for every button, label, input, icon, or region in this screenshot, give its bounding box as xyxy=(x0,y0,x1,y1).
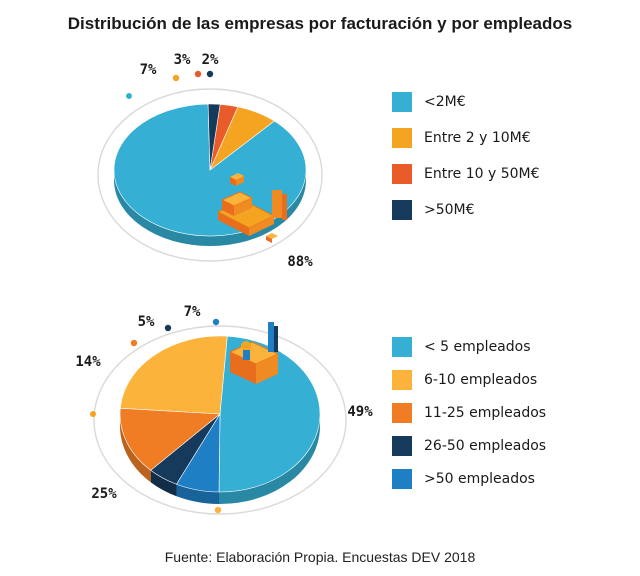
factory-icon xyxy=(216,173,287,243)
employees-legend-item: 11-25 empleados xyxy=(392,403,546,423)
slice-side-3 xyxy=(150,470,177,497)
slice-side-2 xyxy=(120,414,151,483)
employees-legend-item: 6-10 empleados xyxy=(392,370,546,390)
pct-label-3: 5% xyxy=(138,314,155,330)
employees-pct-labels: 49% 25% 14% 5% 7% xyxy=(75,304,373,502)
employees-legend-item: 26-50 empleados xyxy=(392,436,546,456)
legend-label: <2M€ xyxy=(424,94,466,110)
pie-slice-2 xyxy=(119,408,221,471)
legend-swatch xyxy=(392,370,412,390)
pct-label-4: 7% xyxy=(184,304,201,320)
legend-label: >50 empleados xyxy=(424,471,535,487)
revenue-legend-item: Entre 10 y 50M€ xyxy=(392,164,540,184)
legend-swatch xyxy=(392,436,412,456)
pct-label-3: 2% xyxy=(202,52,219,68)
legend-swatch xyxy=(392,92,412,112)
pct-label-2: 14% xyxy=(75,354,101,370)
employees-pie-chart: 49% 25% 14% 5% 7% xyxy=(75,304,373,515)
ring-marker-3 xyxy=(164,324,172,332)
revenue-legend-item: <2M€ xyxy=(392,92,540,112)
legend-swatch xyxy=(392,337,412,357)
revenue-pct-labels: 88% 7% 3% 2% xyxy=(140,52,314,270)
revenue-legend-item: >50M€ xyxy=(392,200,540,220)
ring-marker-1 xyxy=(214,506,222,514)
slice-side-4 xyxy=(176,484,220,504)
legend-swatch xyxy=(392,164,412,184)
source-note: Fuente: Elaboración Propia. Encuestas DE… xyxy=(164,549,476,565)
ring-marker-2 xyxy=(194,70,202,78)
outline-ring xyxy=(97,88,323,262)
pct-label-1: 7% xyxy=(140,62,157,78)
ring-marker-extra xyxy=(90,411,96,417)
ring-marker-1 xyxy=(172,74,180,82)
revenue-pie-slices xyxy=(113,103,307,237)
ring-marker-2 xyxy=(130,339,138,347)
employees-legend: < 5 empleados 6-10 empleados 11-25 emplead… xyxy=(392,337,546,502)
legend-label: Entre 10 y 50M€ xyxy=(424,166,540,182)
legend-label: 6-10 empleados xyxy=(424,372,538,388)
legend-swatch xyxy=(392,469,412,489)
legend-label: 26-50 empleados xyxy=(424,438,547,454)
ring-marker-4 xyxy=(212,318,220,326)
employees-legend-item: >50 empleados xyxy=(392,469,546,489)
revenue-legend-item: Entre 2 y 10M€ xyxy=(392,128,540,148)
revenue-legend: <2M€ Entre 2 y 10M€ Entre 10 y 50M€ >50M€ xyxy=(392,92,540,236)
pct-label-2: 3% xyxy=(174,52,191,68)
pie-slice-3 xyxy=(207,103,221,171)
pct-label-0: 88% xyxy=(287,254,313,270)
pie-slice-4 xyxy=(176,412,221,493)
revenue-decoration-ring xyxy=(97,70,323,262)
outline-ring xyxy=(93,325,347,515)
legend-swatch xyxy=(392,128,412,148)
legend-label: >50M€ xyxy=(424,202,475,218)
employees-legend-item: < 5 empleados xyxy=(392,337,546,357)
pct-label-1: 25% xyxy=(91,486,117,502)
revenue-pie-chart: 88% 7% 3% 2% xyxy=(97,52,323,270)
legend-swatch xyxy=(392,200,412,220)
legend-swatch xyxy=(392,403,412,423)
pct-label-0: 49% xyxy=(347,404,373,420)
legend-label: Entre 2 y 10M€ xyxy=(424,130,531,146)
legend-label: 11-25 empleados xyxy=(424,405,547,421)
employees-decoration-ring xyxy=(90,318,347,515)
slice-side-0 xyxy=(219,414,320,504)
worker-icon xyxy=(228,322,280,384)
legend-label: < 5 empleados xyxy=(424,339,531,355)
page-title: Distribución de las empresas por factura… xyxy=(67,14,573,33)
employees-pie-slices xyxy=(119,335,321,493)
employees-pie-depth xyxy=(120,414,320,504)
pie-slice-1 xyxy=(119,335,228,415)
ring-marker-3 xyxy=(206,70,214,78)
ring-marker-extra xyxy=(126,93,132,99)
